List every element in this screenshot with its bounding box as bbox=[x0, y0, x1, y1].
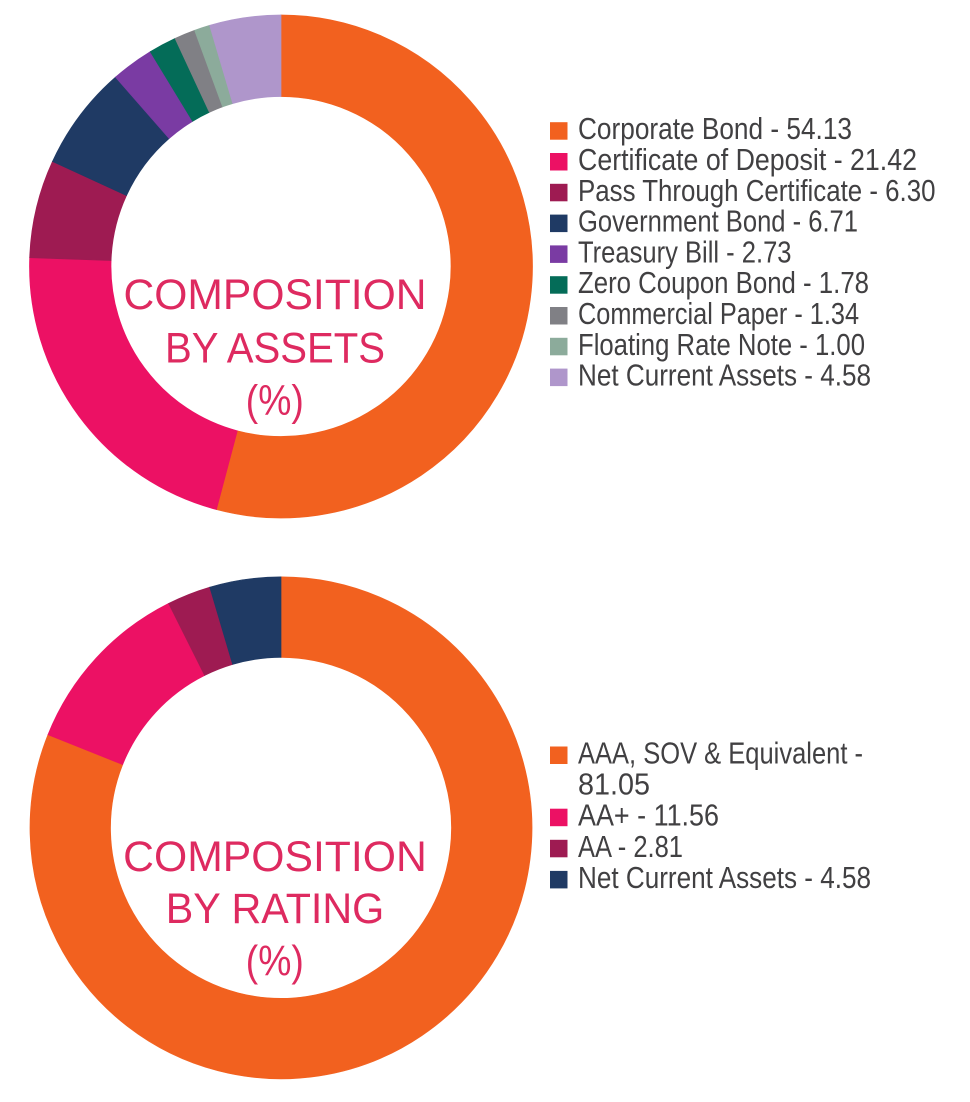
svg-text:Treasury Bill - 2.73: Treasury Bill - 2.73 bbox=[578, 235, 792, 269]
svg-text:Net Current Assets - 4.58: Net Current Assets - 4.58 bbox=[578, 359, 871, 393]
svg-text:BY ASSETS: BY ASSETS bbox=[165, 325, 385, 372]
svg-text:(%): (%) bbox=[246, 939, 304, 986]
svg-text:AA - 2.81: AA - 2.81 bbox=[578, 830, 683, 864]
svg-text:Certificate of Deposit - 21.42: Certificate of Deposit - 21.42 bbox=[578, 143, 917, 177]
svg-text:Corporate Bond - 54.13: Corporate Bond - 54.13 bbox=[578, 112, 852, 146]
svg-text:Government Bond - 6.71: Government Bond - 6.71 bbox=[578, 205, 858, 239]
svg-text:81.05: 81.05 bbox=[578, 768, 650, 802]
svg-text:Floating Rate Note - 1.00: Floating Rate Note - 1.00 bbox=[578, 328, 865, 362]
svg-text:Zero Coupon Bond - 1.78: Zero Coupon Bond - 1.78 bbox=[578, 266, 869, 300]
svg-text:BY RATING: BY RATING bbox=[166, 886, 385, 933]
svg-text:Net Current Assets - 4.58: Net Current Assets - 4.58 bbox=[578, 861, 871, 895]
svg-text:Commercial Paper - 1.34: Commercial Paper - 1.34 bbox=[578, 297, 859, 331]
svg-text:AAA, SOV & Equivalent -: AAA, SOV & Equivalent - bbox=[578, 737, 863, 771]
svg-text:(%): (%) bbox=[246, 378, 304, 425]
svg-text:COMPOSITION: COMPOSITION bbox=[124, 272, 427, 319]
svg-text:Pass Through Certificate - 6.3: Pass Through Certificate - 6.30 bbox=[578, 174, 936, 208]
svg-text:AA+ - 11.56: AA+ - 11.56 bbox=[578, 799, 719, 833]
svg-text:COMPOSITION: COMPOSITION bbox=[123, 834, 427, 881]
